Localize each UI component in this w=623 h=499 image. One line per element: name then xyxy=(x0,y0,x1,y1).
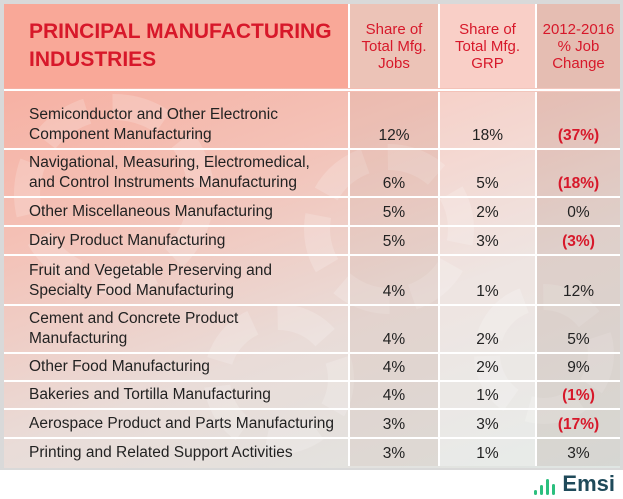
job-change: (37%) xyxy=(537,92,620,148)
header-job-change: 2012-2016% Job Change xyxy=(537,4,620,88)
table-row: Semiconductor and Other Electronic Compon… xyxy=(4,92,620,148)
industry-name: Other Food Manufacturing xyxy=(4,354,350,380)
industry-name-line: Fruit and Vegetable Preserving and xyxy=(29,262,272,279)
grp-share: 3% xyxy=(440,410,537,437)
industry-name: Aerospace Product and Parts Manufacturin… xyxy=(4,410,350,437)
logo-bar-icon xyxy=(552,484,556,495)
grp-share: 5% xyxy=(440,150,537,196)
table-row: Fruit and Vegetable Preserving and Specia… xyxy=(4,256,620,304)
job-change: 12% xyxy=(537,256,620,304)
job-change: 5% xyxy=(537,306,620,352)
title-line: PRINCIPAL MANUFACTURING xyxy=(29,20,332,43)
header-jobs-share: Share of Total Mfg. Jobs xyxy=(350,4,440,88)
title-line: INDUSTRIES xyxy=(29,48,157,71)
logo-bar-icon xyxy=(540,485,544,495)
industry-name: Navigational, Measuring, Electromedical,… xyxy=(4,150,350,196)
row-divider xyxy=(4,437,620,439)
row-divider xyxy=(4,254,620,256)
row-divider xyxy=(4,352,620,354)
jobs-share: 6% xyxy=(350,150,440,196)
job-change: 9% xyxy=(537,354,620,380)
table-frame: PRINCIPAL MANUFACTURING INDUSTRIES Share … xyxy=(0,0,623,470)
jobs-share: 5% xyxy=(350,227,440,254)
table-row: Navigational, Measuring, Electromedical,… xyxy=(4,150,620,196)
job-change: (1%) xyxy=(537,382,620,408)
industry-name-line: Bakeries and Tortilla Manufacturing xyxy=(29,386,271,403)
grp-share: 1% xyxy=(440,382,537,408)
jobs-share: 4% xyxy=(350,256,440,304)
industry-name: Printing and Related Support Activities xyxy=(4,439,350,466)
job-change: (18%) xyxy=(537,150,620,196)
table-row: Cement and Concrete Product Manufacturing… xyxy=(4,306,620,352)
grp-share: 2% xyxy=(440,198,537,225)
industry-name-line: Cement and Concrete Product xyxy=(29,310,239,327)
table-row: Other Food Manufacturing 4% 2% 9% xyxy=(4,354,620,380)
industry-name: Other Miscellaneous Manufacturing xyxy=(4,198,350,225)
logo-bar-icon xyxy=(534,490,538,495)
row-divider xyxy=(4,196,620,198)
industries-table: PRINCIPAL MANUFACTURING INDUSTRIES Share … xyxy=(4,4,620,468)
jobs-share: 12% xyxy=(350,92,440,148)
table-row: Other Miscellaneous Manufacturing 5% 2% 0% xyxy=(4,198,620,225)
industry-name-line: Printing and Related Support Activities xyxy=(29,444,293,461)
job-change: 3% xyxy=(537,439,620,466)
row-divider xyxy=(4,408,620,410)
grp-share: 18% xyxy=(440,92,537,148)
job-change: (17%) xyxy=(537,410,620,437)
page-title: PRINCIPAL MANUFACTURING INDUSTRIES xyxy=(4,4,350,88)
row-divider xyxy=(4,380,620,382)
industry-name-line: Component Manufacturing xyxy=(29,126,212,143)
jobs-share: 3% xyxy=(350,439,440,466)
emsi-logo: Emsi xyxy=(534,473,615,495)
industry-name: Dairy Product Manufacturing xyxy=(4,227,350,254)
header-grp-share: Share of Total Mfg. GRP xyxy=(440,4,537,88)
table-row: Printing and Related Support Activities 3… xyxy=(4,439,620,466)
job-change: (3%) xyxy=(537,227,620,254)
jobs-share: 4% xyxy=(350,306,440,352)
industry-name-line: Other Food Manufacturing xyxy=(29,358,210,375)
industry-name-line: and Control Instruments Manufacturing xyxy=(29,174,297,191)
jobs-share: 4% xyxy=(350,382,440,408)
industry-name-line: Semiconductor and Other Electronic xyxy=(29,106,278,123)
industry-name-line: Aerospace Product and Parts Manufacturin… xyxy=(29,415,335,432)
row-divider xyxy=(4,89,620,91)
grp-share: 1% xyxy=(440,256,537,304)
industry-name: Bakeries and Tortilla Manufacturing xyxy=(4,382,350,408)
table-row: Bakeries and Tortilla Manufacturing 4% 1%(… xyxy=(4,382,620,408)
jobs-share: 4% xyxy=(350,354,440,380)
row-divider xyxy=(4,304,620,306)
table-row: Aerospace Product and Parts Manufacturin… xyxy=(4,410,620,437)
industry-name-line: Specialty Food Manufacturing xyxy=(29,282,235,299)
job-change: 0% xyxy=(537,198,620,225)
jobs-share: 5% xyxy=(350,198,440,225)
grp-share: 2% xyxy=(440,306,537,352)
logo-text: Emsi xyxy=(562,471,615,496)
logo-bar-icon xyxy=(546,479,550,495)
industry-name-line: Manufacturing xyxy=(29,330,128,347)
industry-name: Cement and Concrete Product Manufacturing xyxy=(4,306,350,352)
industry-name: Fruit and Vegetable Preserving and Specia… xyxy=(4,256,350,304)
grp-share: 1% xyxy=(440,439,537,466)
industry-name-line: Other Miscellaneous Manufacturing xyxy=(29,203,273,220)
row-divider xyxy=(4,148,620,150)
grp-share: 3% xyxy=(440,227,537,254)
jobs-share: 3% xyxy=(350,410,440,437)
table-row: Dairy Product Manufacturing 5% 3% (3%) xyxy=(4,227,620,254)
table-header: PRINCIPAL MANUFACTURING INDUSTRIES Share … xyxy=(4,4,620,88)
industry-name-line: Dairy Product Manufacturing xyxy=(29,232,226,249)
row-divider xyxy=(4,225,620,227)
industry-name: Semiconductor and Other Electronic Compon… xyxy=(4,92,350,148)
grp-share: 2% xyxy=(440,354,537,380)
industry-name-line: Navigational, Measuring, Electromedical, xyxy=(29,154,310,171)
